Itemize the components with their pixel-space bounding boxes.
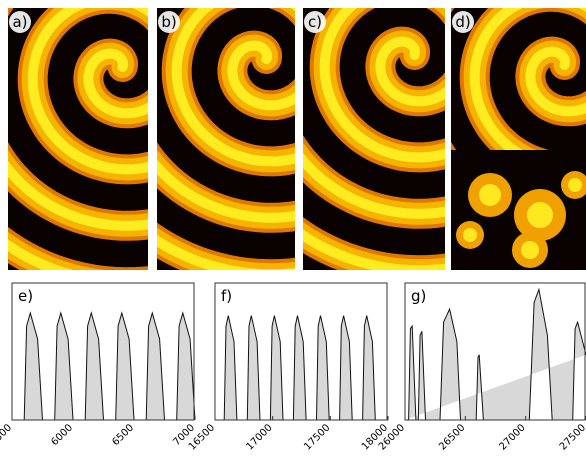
- plot-label: f): [221, 287, 232, 305]
- plot-label: g): [411, 287, 426, 305]
- figure: a)b)c)d)e)5500600065007000f)165001700017…: [0, 0, 586, 459]
- turbulent-blob-core: [479, 184, 501, 206]
- turbulent-blob-core: [521, 241, 539, 259]
- x-tick-label: 17500: [302, 422, 332, 452]
- turbulent-blob-core: [463, 228, 477, 242]
- signal-area: [12, 313, 195, 420]
- x-tick-label: 26500: [437, 422, 467, 452]
- panel-label: a): [12, 13, 27, 31]
- x-tick-label: 6500: [110, 422, 136, 448]
- x-tick-label: 5500: [0, 422, 14, 448]
- plot-label: e): [18, 287, 33, 305]
- x-tick-label: 17000: [245, 422, 275, 452]
- x-tick-label: 6000: [49, 422, 75, 448]
- panel-label: b): [161, 13, 176, 31]
- turbulent-blob-core: [568, 178, 582, 192]
- signal-area: [405, 290, 586, 421]
- turbulent-blob-core: [527, 202, 553, 228]
- panel-label: c): [308, 13, 322, 31]
- signal-area: [215, 316, 388, 420]
- x-tick-label: 27500: [558, 422, 586, 452]
- x-tick-label: 27000: [498, 422, 528, 452]
- panel-label: d): [455, 13, 470, 31]
